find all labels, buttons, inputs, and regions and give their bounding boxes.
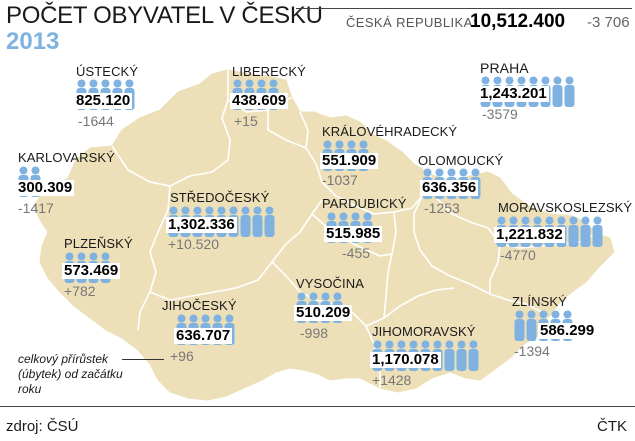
- region-population: 1,221.832: [494, 226, 565, 243]
- person-icon: [568, 216, 579, 247]
- region-change: +10.520: [168, 236, 219, 252]
- region-name: PLZEŇSKÝ: [64, 236, 133, 251]
- region-change: -4770: [500, 247, 536, 263]
- region-population: 510.209: [294, 304, 353, 321]
- legend-pointer-line: [122, 359, 164, 360]
- region-change: -1644: [78, 113, 114, 129]
- person-icon: [468, 340, 479, 371]
- region-change: -1394: [514, 343, 550, 359]
- region-change: +96: [170, 348, 194, 364]
- region-name: VYSOČINA: [296, 276, 364, 291]
- region-name: ÚSTECKÝ: [76, 64, 139, 79]
- region-population: 438.609: [230, 92, 289, 109]
- region-change: -1417: [18, 200, 54, 216]
- region-population: 515.985: [324, 225, 383, 242]
- region-population: 300.309: [16, 179, 75, 196]
- source-label: zdroj: ČSÚ: [6, 418, 79, 435]
- region-name: STŘEDOČESKÝ: [170, 190, 270, 205]
- region-population: 573.469: [62, 262, 121, 279]
- region-name: KARLOVARSKÝ: [18, 150, 115, 165]
- person-icon: [580, 216, 591, 247]
- region-change: +782: [64, 283, 96, 299]
- person-icon: [444, 340, 455, 371]
- region-change: -998: [300, 325, 329, 341]
- region-population: 551.909: [320, 152, 379, 169]
- page-title: POČET OBYVATEL V ČESKU: [6, 2, 323, 29]
- person-icon: [514, 310, 525, 341]
- region-population: 1,243.201: [478, 85, 549, 102]
- person-icon: [526, 310, 537, 341]
- country-population: 10,512.400: [470, 11, 566, 32]
- legend-text: celkový přírůstek (úbytek) od začátku ro…: [18, 352, 123, 396]
- person-icon: [264, 206, 275, 237]
- person-icon: [552, 76, 563, 107]
- region-population: 636.356: [420, 179, 479, 196]
- region-name: JIHOČESKÝ: [162, 298, 237, 313]
- region-population: 586.299: [538, 322, 597, 339]
- year-label: 2013: [6, 28, 60, 55]
- region-population: 636.707: [174, 327, 233, 344]
- region-name: PRAHA: [480, 60, 529, 76]
- region-change: -3579: [482, 106, 518, 122]
- region-name: PARDUBICKÝ: [322, 196, 407, 211]
- person-icon: [592, 216, 603, 247]
- region-change: -455: [342, 245, 371, 261]
- region-name: ZLÍNSKÝ: [512, 294, 567, 309]
- region-name: MORAVSKOSLEZSKÝ: [498, 200, 633, 215]
- agency-label: ČTK: [597, 418, 627, 435]
- country-change: -3 706: [587, 14, 630, 31]
- region-population: 1,302.336: [166, 216, 237, 233]
- person-icon: [240, 206, 251, 237]
- person-icon: [564, 76, 575, 107]
- region-change: +1428: [372, 372, 412, 388]
- region-change: +15: [234, 113, 258, 129]
- region-change: -1253: [424, 200, 460, 216]
- country-label: ČESKÁ REPUBLIKA:: [346, 15, 477, 30]
- person-icon: [456, 340, 467, 371]
- region-population: 825.120: [74, 92, 133, 109]
- footer-divider: [0, 406, 635, 407]
- region-population: 1,170.078: [370, 351, 441, 368]
- region-change: -1037: [322, 172, 358, 188]
- region-name: OLOMOUCKÝ: [418, 153, 504, 168]
- region-name: LIBERECKÝ: [232, 64, 306, 79]
- region-name: KRÁLOVÉHRADECKÝ: [322, 124, 458, 139]
- person-icon: [252, 206, 263, 237]
- header-divider: [296, 8, 632, 9]
- region-name: JIHOMORAVSKÝ: [372, 324, 476, 339]
